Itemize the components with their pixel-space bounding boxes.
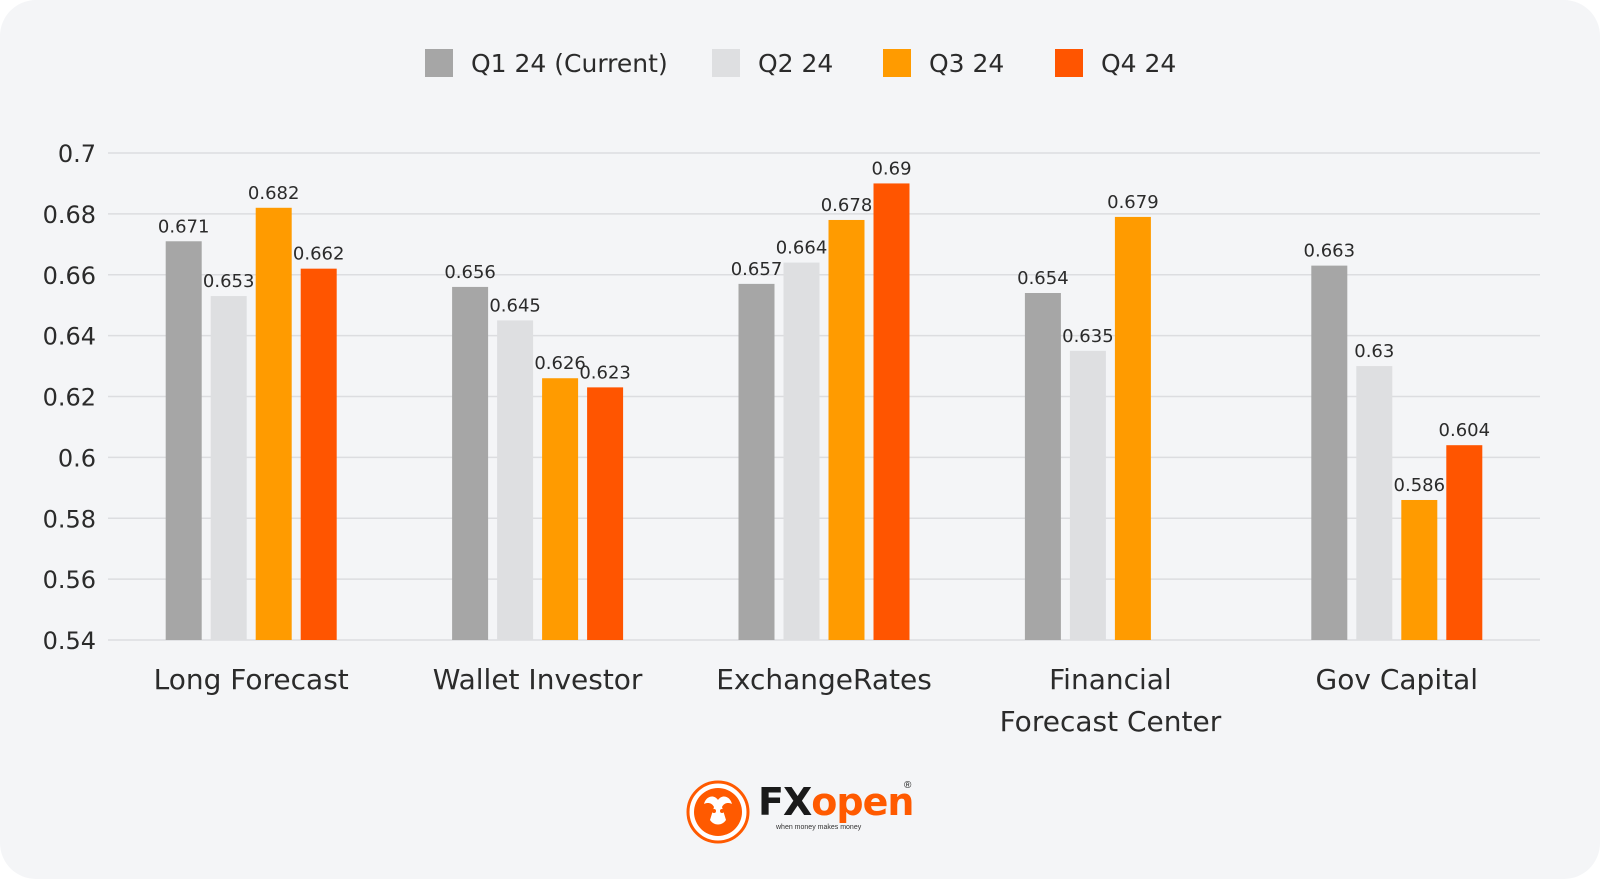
legend-entry: Q4 24 — [1101, 49, 1176, 78]
data-label: 0.671 — [158, 216, 210, 237]
y-tick-label: 0.54 — [43, 627, 96, 655]
data-label: 0.664 — [776, 238, 828, 259]
bar — [1401, 499, 1438, 640]
bar — [873, 183, 910, 640]
logo-registered-mark: ® — [904, 780, 912, 791]
data-label: 0.654 — [1017, 268, 1069, 289]
data-label: 0.679 — [1107, 192, 1159, 213]
bar — [587, 387, 624, 640]
legend-entry: Q1 24 (Current) — [471, 49, 668, 78]
y-tick-label: 0.56 — [43, 566, 96, 594]
data-label: 0.662 — [293, 244, 345, 265]
bar — [1114, 216, 1151, 640]
bars — [165, 183, 1483, 641]
y-tick-label: 0.62 — [43, 384, 96, 412]
category-label: Gov Capital — [1316, 663, 1478, 696]
category-label: Wallet Investor — [433, 663, 643, 696]
logo-wordmark: FXopen — [758, 780, 914, 824]
legend-entry: Q3 24 — [929, 49, 1004, 78]
y-tick-label: 0.58 — [43, 505, 96, 533]
bar — [452, 286, 489, 640]
chart-legend: Q1 24 (Current) Q2 24 Q3 24 Q4 24 — [425, 49, 1176, 78]
data-label: 0.635 — [1062, 326, 1114, 347]
bar — [738, 283, 775, 640]
category-label: ExchangeRates — [716, 663, 932, 696]
y-tick-label: 0.64 — [43, 323, 96, 351]
bar — [783, 262, 820, 640]
data-label: 0.626 — [534, 353, 586, 374]
category-label: Long Forecast — [154, 663, 349, 696]
data-label: 0.63 — [1354, 341, 1394, 362]
data-label: 0.682 — [248, 183, 300, 204]
data-label: 0.657 — [731, 259, 783, 280]
bar — [165, 241, 202, 641]
legend-swatch — [425, 49, 453, 77]
data-label: 0.678 — [821, 195, 873, 216]
category-label: Financial — [1049, 663, 1172, 696]
x-axis: Long Forecast Wallet Investor ExchangeRate… — [154, 663, 1478, 738]
category-label: Forecast Center — [1000, 705, 1222, 738]
bar — [255, 207, 292, 640]
bar — [1446, 445, 1483, 640]
data-label: 0.653 — [203, 271, 255, 292]
data-label: 0.645 — [489, 295, 541, 316]
legend-swatch — [1055, 49, 1083, 77]
y-tick-label: 0.6 — [58, 444, 96, 472]
data-label: 0.623 — [579, 362, 631, 383]
data-label: 0.69 — [871, 158, 911, 179]
data-label: 0.663 — [1304, 241, 1356, 262]
gridlines — [108, 152, 1540, 641]
logo-open-text: open — [811, 780, 914, 824]
bar — [828, 219, 865, 640]
bar — [1356, 366, 1393, 640]
bar — [1024, 293, 1061, 640]
bar — [210, 296, 247, 640]
legend-swatch — [883, 49, 911, 77]
legend-entry: Q2 24 — [758, 49, 833, 78]
data-label: 0.604 — [1439, 420, 1491, 441]
fxopen-logo: FXopen ® when money makes money — [686, 778, 926, 846]
bar — [542, 378, 579, 640]
bar — [497, 320, 534, 640]
legend-swatch — [712, 49, 740, 77]
bar — [1311, 265, 1348, 640]
y-axis: 0.54 0.56 0.58 0.6 0.62 0.64 0.66 0.68 0.7 — [43, 140, 96, 655]
y-tick-label: 0.68 — [43, 201, 96, 229]
data-labels: 0.671 0.653 0.682 0.662 0.656 0.645 0.6260.623… — [158, 158, 1490, 496]
logo-tagline: when money makes money — [776, 824, 862, 831]
y-tick-label: 0.66 — [43, 262, 96, 290]
bar — [300, 268, 337, 640]
data-label: 0.656 — [444, 262, 496, 283]
logo-fx-text: FX — [758, 780, 812, 824]
bull-emblem-icon — [686, 780, 750, 844]
y-tick-label: 0.7 — [58, 140, 96, 168]
data-label: 0.586 — [1394, 475, 1446, 496]
bar — [1069, 350, 1106, 640]
